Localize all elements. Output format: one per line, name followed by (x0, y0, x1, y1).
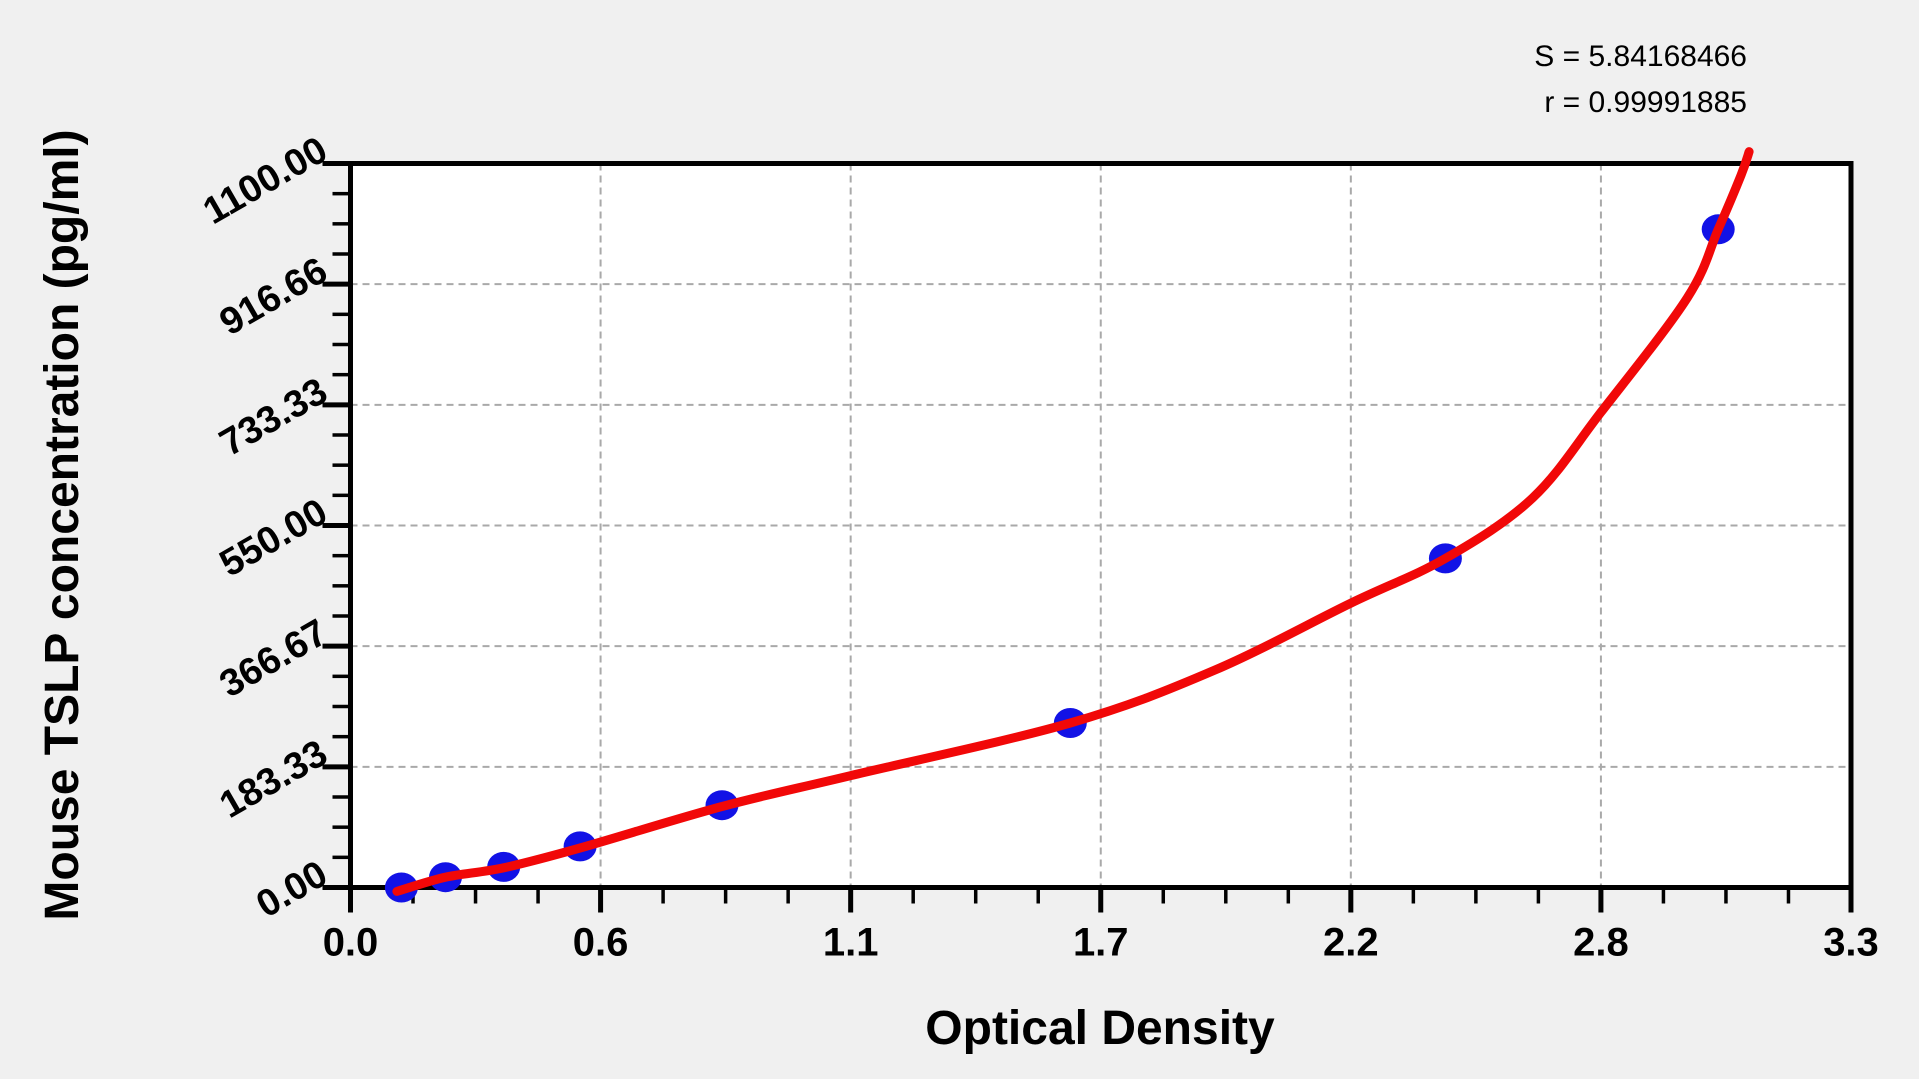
x-tick-label: 0.0 (323, 921, 379, 965)
y-axis-tick-labels: 0.00 183.33 366.67 550.00 733.33 916.66 1100.0… (196, 129, 334, 926)
y-tick-label: 550.00 (213, 491, 335, 585)
x-tick-label: 0.6 (573, 921, 629, 965)
y-tick-label: 733.33 (213, 370, 335, 464)
standard-curve-line (392, 147, 1754, 896)
x-tick-label: 3.3 (1823, 921, 1879, 965)
x-axis-title: Optical Density (925, 1002, 1275, 1055)
y-tick-label: 1100.00 (196, 129, 334, 233)
gridlines (350, 163, 1851, 888)
y-tick-label: 916.66 (213, 250, 335, 344)
y-axis-title: Mouse TSLP concentration (pg/ml) (36, 129, 89, 920)
plot-border (348, 161, 1854, 890)
y-tick-label: 183.33 (213, 732, 335, 826)
x-tick-label: 2.8 (1573, 921, 1629, 965)
fit-curve-group (392, 147, 1754, 896)
x-tick-label: 1.1 (823, 921, 879, 965)
stat-s-value: S = 5.84168466 (1534, 40, 1747, 73)
stat-r-value: r = 0.99991885 (1544, 86, 1747, 119)
x-tick-label: 2.2 (1323, 921, 1379, 965)
y-tick-label: 366.67 (213, 612, 335, 706)
y-tick-label: 0.00 (249, 853, 334, 926)
x-tick-label: 1.7 (1073, 921, 1129, 965)
x-axis-tick-labels: 0.0 0.6 1.1 1.7 2.2 2.8 3.3 (323, 921, 1879, 965)
